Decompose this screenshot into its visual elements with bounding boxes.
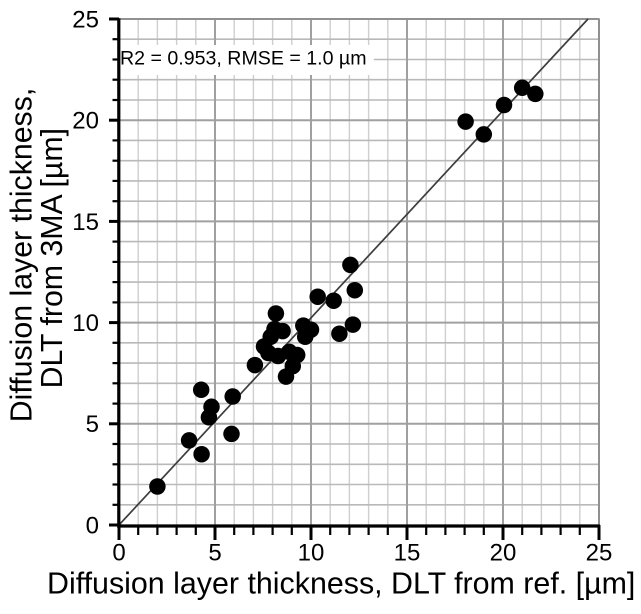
svg-text:15: 15: [72, 209, 99, 236]
svg-text:R2 = 0.953, RMSE = 1.0 µm: R2 = 0.953, RMSE = 1.0 µm: [120, 48, 367, 70]
svg-text:20: 20: [490, 540, 517, 567]
svg-text:25: 25: [586, 540, 613, 567]
svg-text:Diffusion layer thickness,: Diffusion layer thickness,: [6, 88, 39, 423]
svg-text:Diffusion layer thickness, DLT: Diffusion layer thickness, DLT from ref.…: [47, 566, 635, 600]
svg-text:0: 0: [112, 540, 125, 567]
svg-text:20: 20: [72, 108, 99, 135]
svg-text:15: 15: [394, 540, 421, 567]
svg-text:5: 5: [208, 540, 221, 567]
svg-text:0: 0: [86, 512, 99, 539]
svg-text:10: 10: [298, 540, 325, 567]
svg-text:5: 5: [86, 411, 99, 438]
svg-text:10: 10: [72, 310, 99, 337]
svg-text:DLT from 3MA [µm]: DLT from 3MA [µm]: [36, 128, 69, 388]
svg-text:25: 25: [72, 6, 99, 33]
